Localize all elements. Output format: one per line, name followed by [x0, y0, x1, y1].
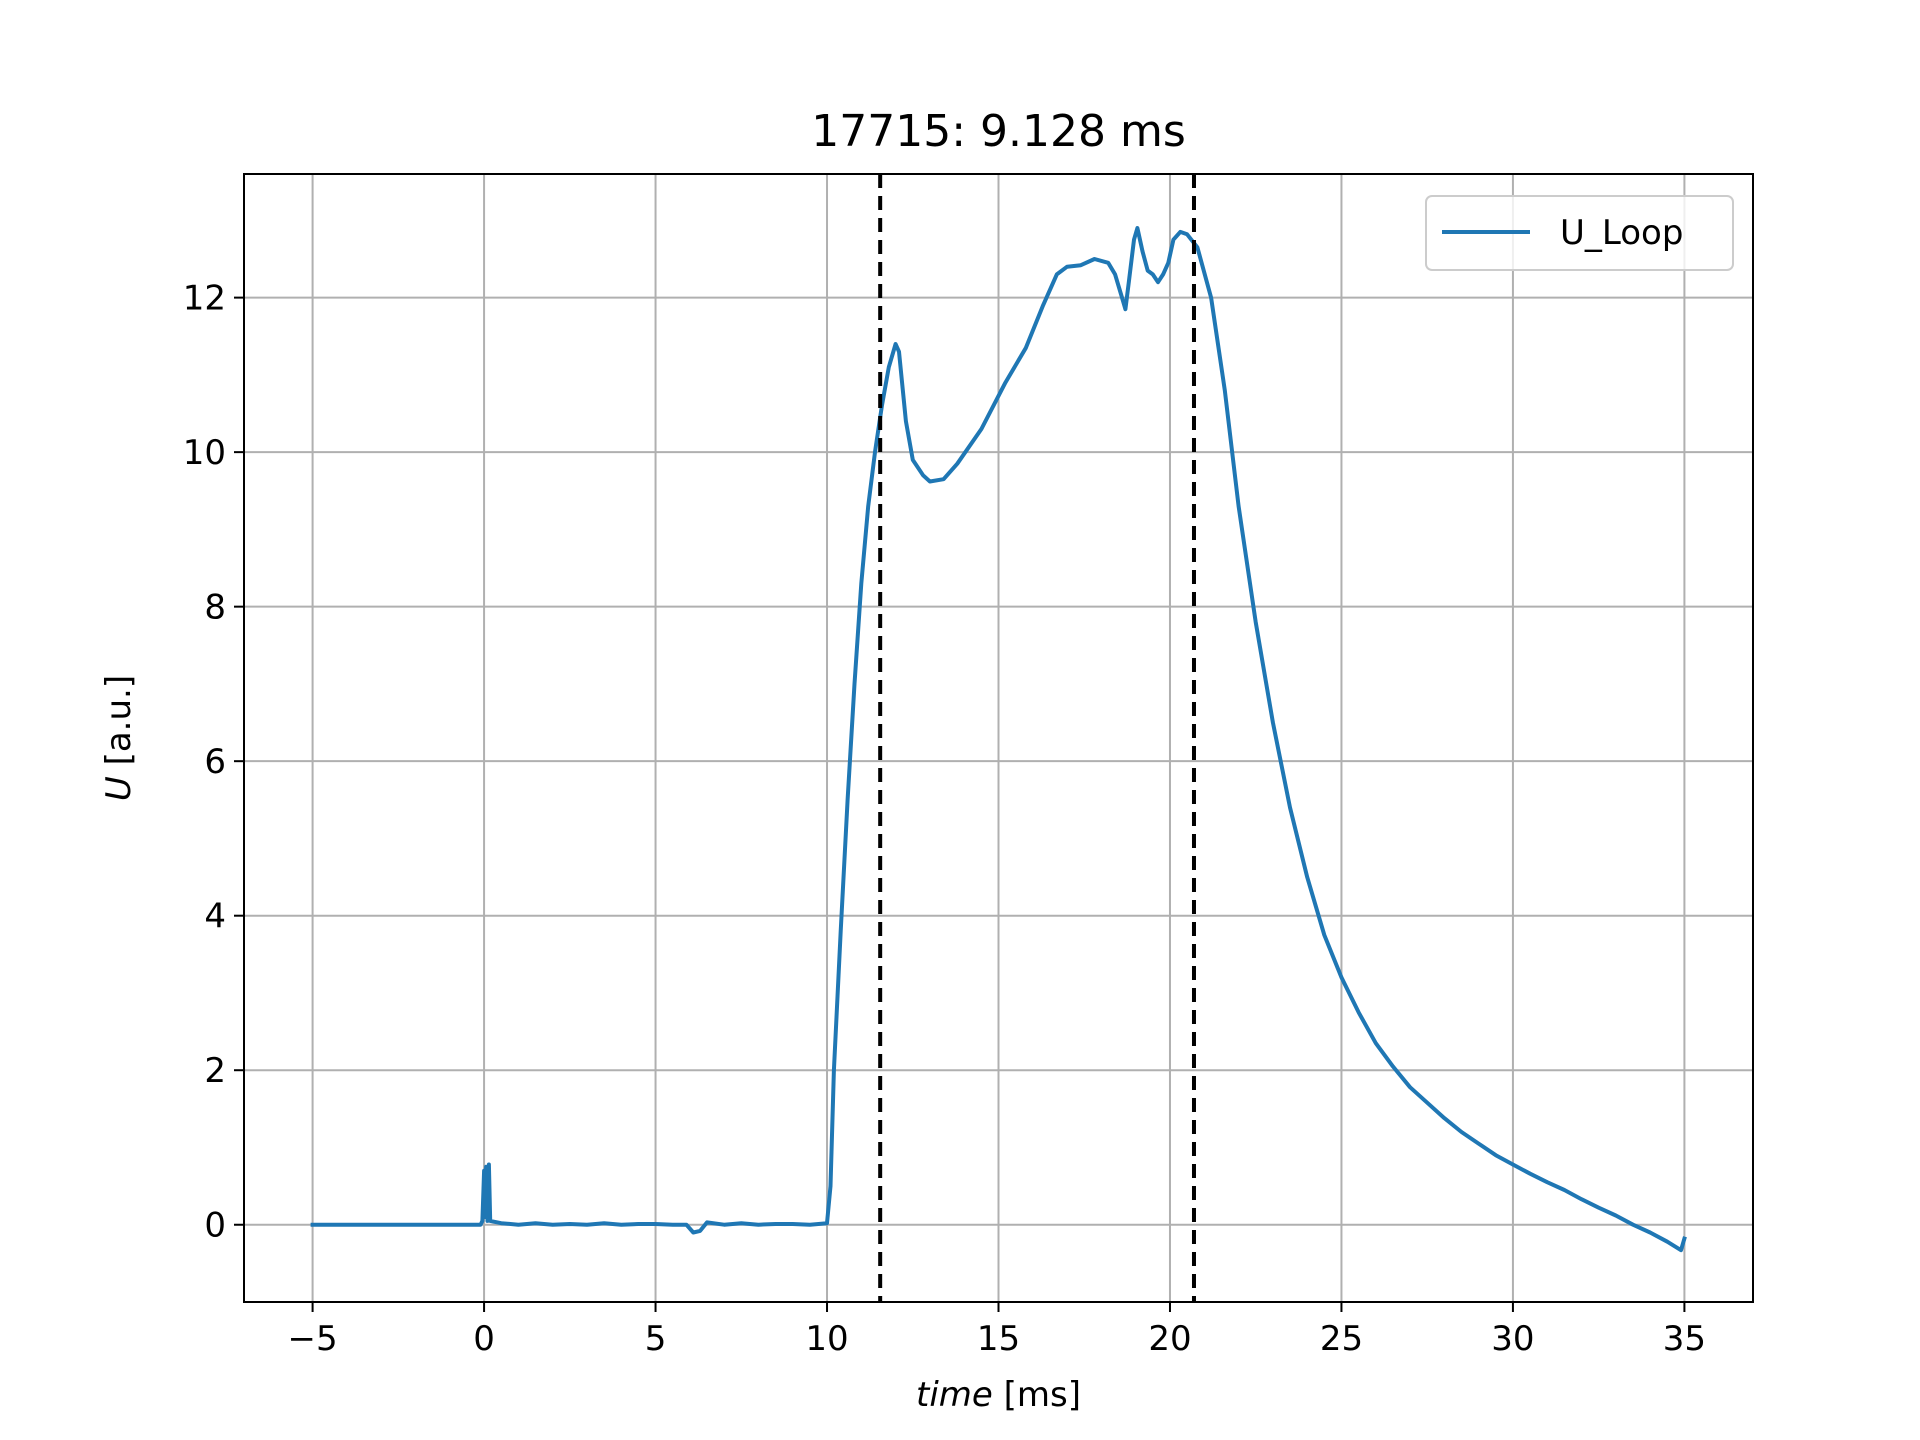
x-tick-label: 25	[1320, 1319, 1363, 1359]
x-tick-label: 35	[1663, 1319, 1706, 1359]
y-tick-label: 2	[204, 1051, 226, 1091]
x-tick-label: 15	[977, 1319, 1020, 1359]
x-axis-label-variable: time	[916, 1375, 993, 1415]
y-axis-label: U [a.u.]	[99, 675, 139, 801]
x-tick-label: 0	[473, 1319, 495, 1359]
y-axis-label-variable: U	[99, 776, 139, 801]
x-tick-label: −5	[288, 1319, 338, 1359]
y-axis-label-unit: [a.u.]	[99, 675, 139, 776]
x-tick-label: 5	[645, 1319, 667, 1359]
chart-title: 17715: 9.128 ms	[811, 106, 1186, 157]
y-tick-label: 12	[183, 279, 226, 319]
y-tick-label: 6	[204, 742, 226, 782]
x-axis-label: time [ms]	[916, 1375, 1081, 1415]
legend: U_Loop	[1425, 195, 1734, 271]
y-tick-label: 4	[204, 897, 226, 937]
y-tick-label: 10	[183, 433, 226, 473]
series-layer	[310, 226, 1687, 1253]
legend-label-u-loop: U_Loop	[1560, 213, 1683, 253]
x-tick-label: 30	[1491, 1319, 1534, 1359]
vline-layer	[878, 174, 1196, 1302]
y-axis-ticks: 0 2 4 6 8 10 12	[183, 279, 244, 1246]
x-tick-label: 20	[1148, 1319, 1191, 1359]
y-tick-label: 8	[204, 588, 226, 628]
x-axis-ticks: −5 0 5 10 15 20 25 30 35	[288, 1302, 1706, 1359]
grid-layer	[244, 174, 1753, 1302]
series-line-u-loop	[310, 226, 1687, 1253]
y-tick-label: 0	[204, 1206, 226, 1246]
legend-box	[1425, 195, 1734, 271]
x-tick-label: 10	[805, 1319, 848, 1359]
x-axis-label-unit: [ms]	[993, 1375, 1081, 1415]
